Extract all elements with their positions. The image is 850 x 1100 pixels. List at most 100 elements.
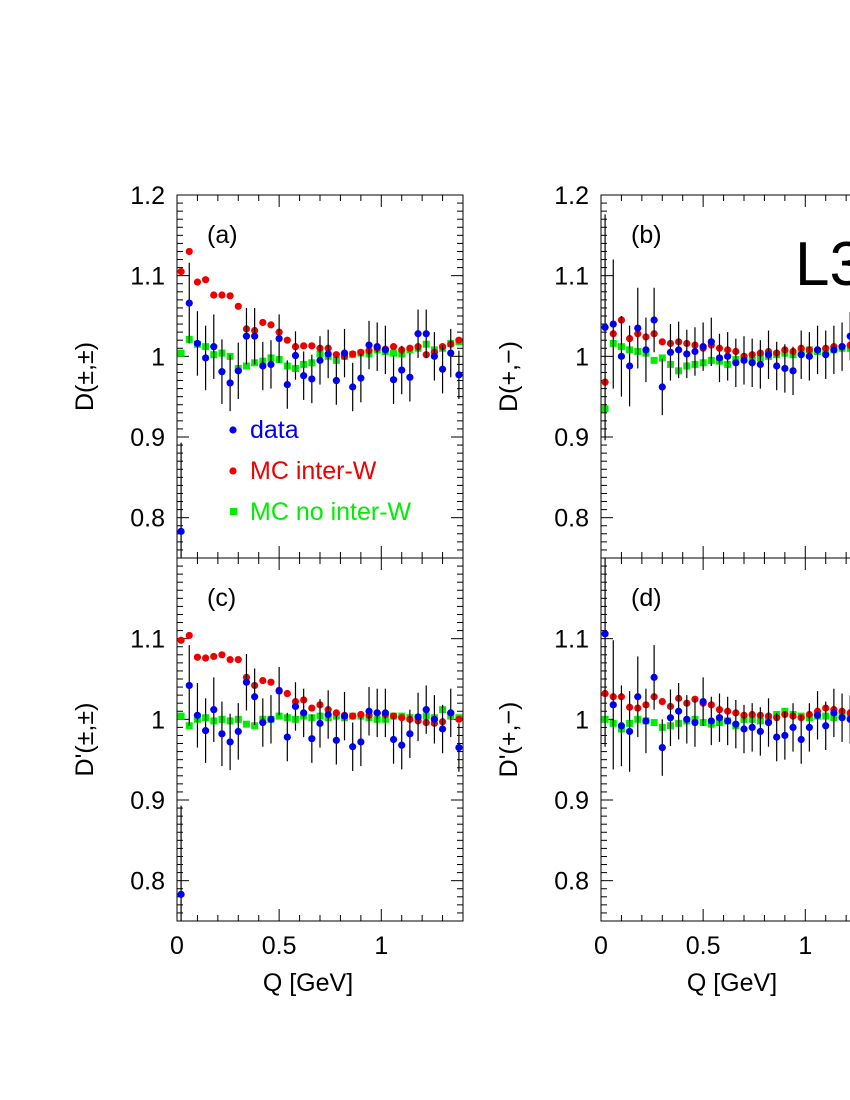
- data-point: [202, 727, 210, 735]
- data-point: [683, 350, 691, 358]
- data-point: [202, 276, 210, 284]
- data-point: [406, 730, 414, 738]
- data-point: [830, 709, 838, 717]
- data-point: [650, 719, 658, 727]
- data-point: [259, 718, 267, 727]
- legend-item-mc_interw: MC inter-W: [229, 457, 377, 485]
- data-point: [300, 372, 308, 380]
- data-point: [193, 339, 202, 348]
- data-point: [414, 713, 422, 721]
- data-point: [617, 352, 626, 360]
- data-point: [185, 299, 193, 307]
- data-point: [357, 374, 365, 382]
- series-data: [601, 214, 850, 441]
- data-point: [389, 376, 398, 384]
- data-point: [740, 725, 748, 733]
- data-point: [251, 693, 259, 701]
- data-point: [846, 709, 850, 717]
- data-point: [357, 738, 365, 746]
- data-point: [805, 352, 813, 360]
- panels-group: 0.8 0.9 1 1.1 1.2 D(±,±) (a) 0.8 0.9 1 1.1 1.2 D(+,−…: [71, 182, 850, 997]
- data-point: [332, 376, 340, 385]
- panel-b: 0.8 0.9 1 1.1 1.2 D(+,−) (b): [495, 182, 850, 559]
- data-point: [226, 656, 234, 664]
- data-point: [438, 725, 447, 733]
- data-point: [324, 350, 332, 358]
- panel-label: (d): [631, 584, 662, 612]
- data-point: [846, 332, 850, 340]
- data-point: [389, 343, 398, 351]
- y-tick-label: 1.1: [554, 263, 589, 291]
- data-point: [193, 653, 202, 661]
- data-point: [601, 323, 609, 331]
- data-point: [813, 346, 822, 354]
- data-point: [707, 717, 715, 725]
- data-point: [822, 722, 830, 730]
- data-point: [218, 651, 226, 659]
- data-point: [275, 334, 283, 343]
- data-point: [177, 349, 185, 357]
- y-axis-title: D(+,−): [495, 341, 523, 412]
- legend: data MC inter-W MC no inter-W: [229, 416, 412, 526]
- data-point: [218, 730, 226, 738]
- data-point: [715, 354, 724, 362]
- data-point: [634, 693, 642, 701]
- data-point: [234, 367, 242, 375]
- data-point: [773, 362, 781, 370]
- data-point: [357, 348, 365, 356]
- data-point: [634, 324, 642, 332]
- data-point: [267, 715, 275, 723]
- data-point: [658, 697, 666, 706]
- data-point: [283, 336, 291, 344]
- data-point: [242, 720, 250, 728]
- experiment-logo: L3: [795, 230, 850, 299]
- data-point: [218, 368, 226, 376]
- data-point: [242, 332, 251, 340]
- x-tick-label: 0.5: [262, 932, 297, 960]
- y-tick-label: 1: [575, 706, 589, 734]
- data-point: [675, 346, 683, 354]
- data-point: [308, 342, 316, 350]
- data-point: [626, 727, 634, 736]
- data-point: [373, 343, 381, 351]
- panel-d: 0.8 0.9 1 1.1 0 0.5 1 Q [GeV] D'(+,−) (d): [495, 557, 850, 997]
- data-point: [242, 678, 251, 686]
- data-point: [846, 344, 850, 352]
- data-point: [797, 351, 805, 359]
- data-point: [773, 733, 781, 741]
- y-tick-label: 1.1: [130, 626, 165, 654]
- panel-a: 0.8 0.9 1 1.1 1.2 D(±,±) (a): [71, 182, 464, 559]
- data-point: [251, 722, 259, 730]
- legend-label: MC inter-W: [250, 457, 377, 485]
- data-point: [275, 687, 283, 695]
- x-tick-label: 0.5: [686, 932, 721, 960]
- data-point: [365, 341, 373, 349]
- data-point: [438, 365, 447, 373]
- data-point: [707, 338, 715, 346]
- data-point: [226, 292, 234, 300]
- data-point: [300, 709, 308, 717]
- data-point: [609, 320, 617, 328]
- data-point: [340, 712, 349, 720]
- data-point: [658, 743, 666, 752]
- y-tick-label: 0.9: [130, 424, 165, 452]
- data-point: [455, 336, 463, 344]
- data-point: [455, 743, 463, 752]
- data-point: [398, 714, 406, 722]
- data-point: [226, 738, 234, 746]
- data-point: [805, 723, 813, 732]
- y-tick-label: 0.9: [554, 424, 589, 452]
- data-point: [308, 735, 316, 743]
- data-point: [642, 717, 650, 725]
- data-point: [447, 349, 455, 357]
- data-point: [185, 631, 193, 640]
- data-point: [308, 375, 316, 383]
- y-tick-label: 1: [151, 343, 165, 371]
- data-point: [838, 714, 846, 722]
- data-point: [650, 673, 658, 681]
- data-point: [781, 731, 789, 740]
- plot-area: [601, 558, 850, 776]
- data-point: [210, 343, 218, 351]
- data-point: [601, 630, 609, 638]
- legend-item-data: data: [229, 416, 299, 444]
